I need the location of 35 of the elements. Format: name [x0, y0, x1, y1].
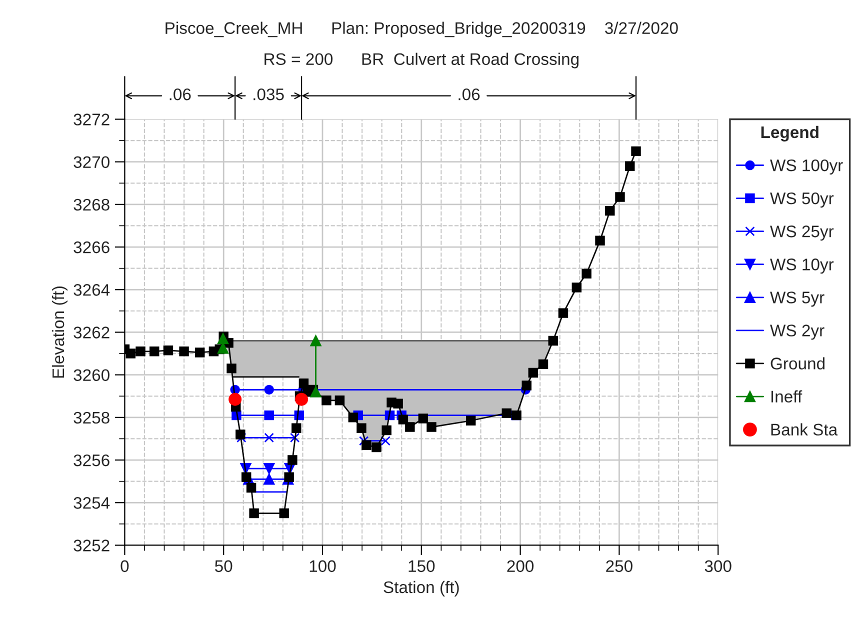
legend-label: WS 100yr	[770, 159, 843, 175]
y-tick-label: 3260	[74, 369, 110, 382]
legend-label: WS 25yr	[770, 226, 834, 241]
x-tick-label: 150	[408, 560, 435, 572]
y-tick-label: 3270	[74, 156, 110, 168]
legend-title: Legend	[761, 126, 818, 142]
y-tick-label: 3262	[74, 326, 110, 338]
x-tick-label: 300	[704, 560, 732, 572]
y-tick-label: 3252	[74, 540, 110, 552]
chart-title: Piscoe_Creek_MH Plan: Proposed_Bridge_20200319 3/27/2020	[166, 22, 678, 38]
y-axis-title: Elevation (ft)	[52, 286, 68, 378]
legend-label: WS 5yr	[770, 292, 824, 307]
chart-subtitle: RS = 200 BR Culvert at Road Crossing	[264, 52, 579, 68]
x-tick-label: 0	[120, 560, 129, 572]
x-tick-label: 250	[606, 560, 632, 572]
legend-label: WS 50yr	[770, 192, 834, 208]
legend-label: WS 2yr	[770, 324, 824, 340]
legend-label: Bank Sta	[771, 423, 838, 436]
y-tick-label: 3258	[74, 412, 110, 424]
y-tick-label: 3272	[74, 114, 110, 126]
legend-label: Ineff	[772, 390, 802, 403]
x-tick-label: 50	[215, 560, 232, 572]
legend-label: Ground	[770, 357, 824, 370]
text: .06	[170, 88, 191, 100]
x-tick-label: 200	[507, 560, 534, 572]
y-tick-label: 3254	[74, 497, 110, 509]
text: .035	[254, 88, 284, 100]
y-tick-label: 3256	[74, 454, 110, 466]
legend-label: WS 10yr	[770, 258, 834, 274]
y-tick-label: 3264	[74, 284, 110, 296]
x-tick-label: 100	[310, 560, 336, 572]
y-tick-label: 3268	[74, 198, 110, 211]
x-axis-title: Station (ft)	[384, 580, 459, 596]
y-tick-label: 3266	[74, 241, 110, 254]
text: .06	[458, 88, 480, 100]
